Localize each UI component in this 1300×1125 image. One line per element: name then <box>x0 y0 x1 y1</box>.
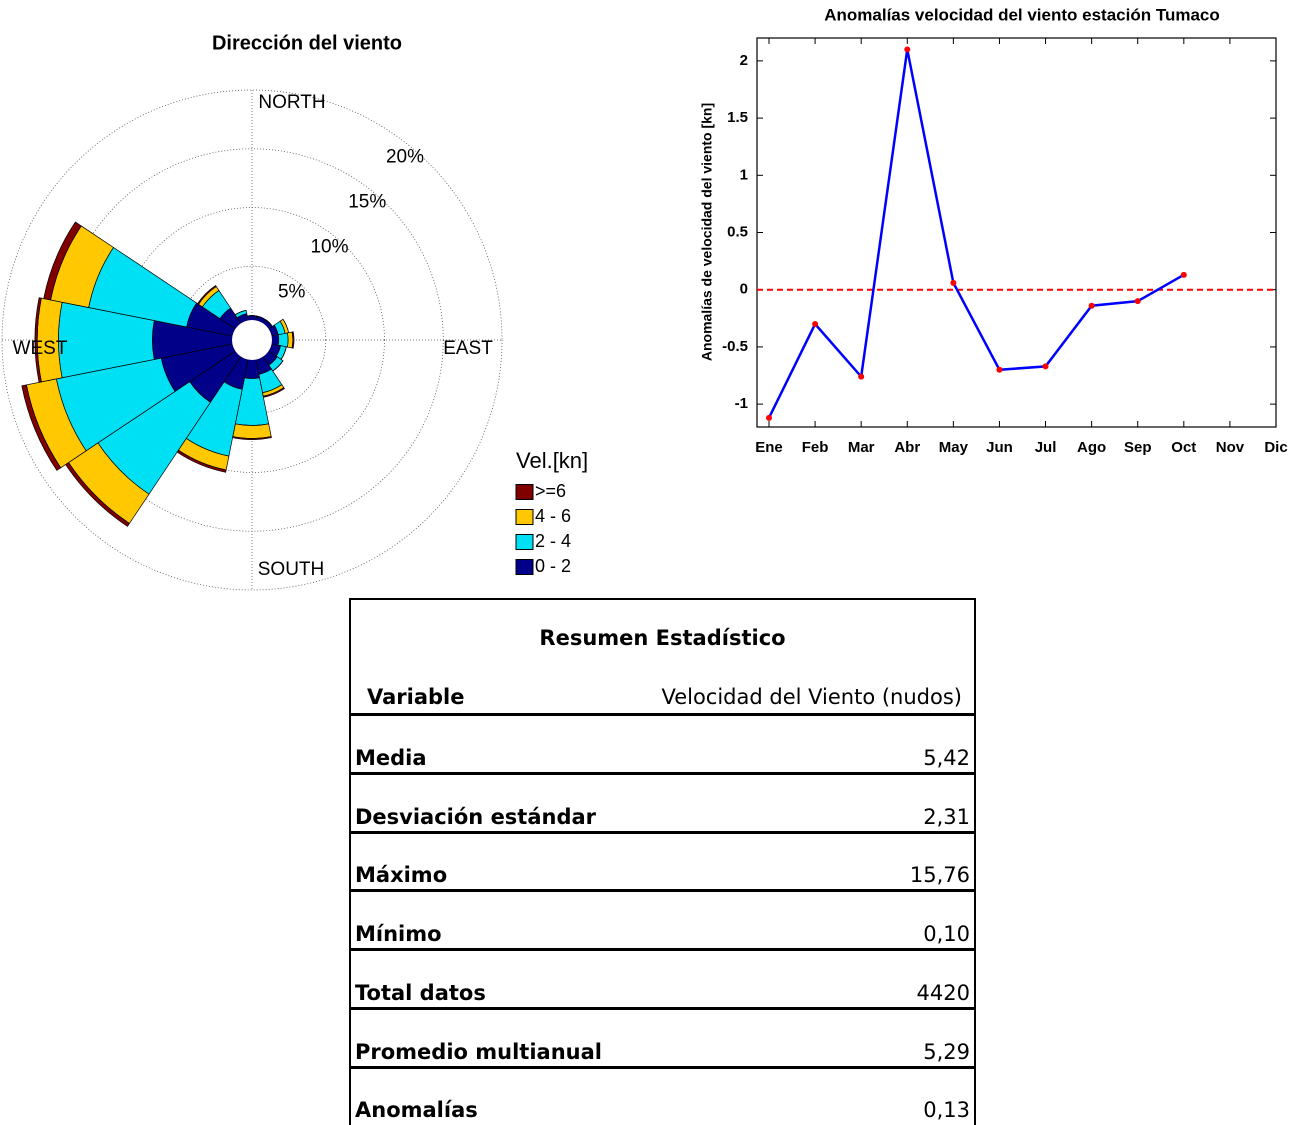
marker <box>858 373 865 380</box>
y-tick-label: 2 <box>740 52 748 69</box>
marker <box>996 366 1003 373</box>
row-value: 4420 <box>916 980 970 1005</box>
legend-swatch <box>515 484 534 500</box>
legend-label: 2 - 4 <box>535 531 571 551</box>
row-value: 2,31 <box>923 804 970 829</box>
marker <box>1088 302 1095 309</box>
ring-label: 20% <box>386 147 424 168</box>
ring-label: 5% <box>278 282 306 303</box>
table-row: Máximo 15,76 <box>351 833 974 893</box>
legend-swatch <box>515 534 534 550</box>
legend-title: Vel.[kn] <box>516 448 588 473</box>
marker <box>904 46 911 53</box>
sector <box>197 285 217 305</box>
table-row: Media 5,42 <box>351 716 974 775</box>
legend-swatch <box>515 509 534 525</box>
hole <box>232 320 272 360</box>
row-value: 5,29 <box>923 1039 970 1064</box>
marker <box>1180 271 1187 278</box>
line-title: Anomalías velocidad del viento estación … <box>824 5 1220 24</box>
marker <box>766 414 772 421</box>
marker <box>950 279 957 286</box>
x-tick-label: Abr <box>894 439 920 456</box>
row-label: Media <box>355 746 427 770</box>
legend-label: >=6 <box>535 481 566 501</box>
x-tick-label: Nov <box>1216 439 1245 456</box>
marker <box>1042 363 1049 370</box>
sector <box>287 331 294 349</box>
row-label: Promedio multianual <box>355 1039 602 1064</box>
row-value: 15,76 <box>909 863 970 888</box>
sector <box>277 332 289 348</box>
marker <box>812 321 819 328</box>
sector <box>21 384 62 471</box>
direction-label: NORTH <box>258 92 325 113</box>
table-title: Resumen Estadístico <box>539 626 786 650</box>
table-row: Desviación estándar 2,31 <box>351 775 974 834</box>
y-tick-label: 1 <box>740 166 748 183</box>
y-axis-label: Anomalías de velocidad del viento [kn] <box>699 103 715 361</box>
y-tick-label: 1.5 <box>727 109 748 126</box>
windrose-title: Dirección del viento <box>212 32 402 54</box>
legend-label: 4 - 6 <box>535 506 571 526</box>
direction-label: WEST <box>13 338 68 359</box>
row-label: Total datos <box>355 980 486 1005</box>
header-cell: Velocidad del Viento (nudos) <box>661 685 962 709</box>
y-tick-label: -1 <box>735 395 748 412</box>
x-tick-label: Oct <box>1171 439 1196 456</box>
row-value: 0,13 <box>923 1098 970 1123</box>
direction-label: EAST <box>443 338 493 359</box>
legend-swatch <box>515 559 534 575</box>
sector <box>43 221 82 301</box>
table-row: Promedio multianual 5,29 <box>351 1010 974 1069</box>
marker <box>1134 298 1141 305</box>
sector <box>34 297 42 383</box>
header-row: Variable Velocidad del Viento (nudos) <box>351 670 974 716</box>
y-tick-label: 0 <box>740 281 748 298</box>
legend-label: 0 - 2 <box>535 556 571 576</box>
x-tick-label: May <box>939 439 969 456</box>
row-label: Desviación estándar <box>355 804 597 829</box>
x-tick-label: Jul <box>1035 439 1057 456</box>
header-cell: Variable <box>367 685 465 709</box>
charts: Dirección del viento Anomalías velocidad… <box>1 5 1288 591</box>
x-tick-label: Ago <box>1077 439 1106 456</box>
sector <box>291 331 295 349</box>
x-tick-label: Jun <box>986 439 1013 456</box>
row-label: Mínimo <box>355 922 442 947</box>
ring-label: 10% <box>310 237 348 258</box>
row-label: Anomalías <box>355 1098 478 1123</box>
direction-label: SOUTH <box>258 559 325 580</box>
table-row: Mínimo 0,10 <box>351 892 974 952</box>
x-tick-label: Dic <box>1264 439 1287 456</box>
table-row: Anomalías 0,13 <box>351 1068 974 1124</box>
sector <box>232 423 272 439</box>
x-tick-label: Ene <box>755 439 783 456</box>
x-tick-label: Mar <box>848 439 875 456</box>
stats-table: Resumen Estadístico Variable Velocidad del… <box>349 598 976 1125</box>
x-tick-label: Feb <box>802 439 829 456</box>
ring <box>1 89 503 591</box>
table-row: Total datos 4420 <box>351 951 974 1010</box>
y-tick-label: 0.5 <box>727 223 748 240</box>
row-value: 5,42 <box>923 746 970 770</box>
ring-label: 15% <box>348 192 386 213</box>
line-series <box>767 49 1185 419</box>
row-label: Máximo <box>355 863 448 888</box>
y-tick-label: -0.5 <box>722 338 748 355</box>
x-tick-label: Sep <box>1124 439 1152 456</box>
row-value: 0,10 <box>923 922 970 947</box>
